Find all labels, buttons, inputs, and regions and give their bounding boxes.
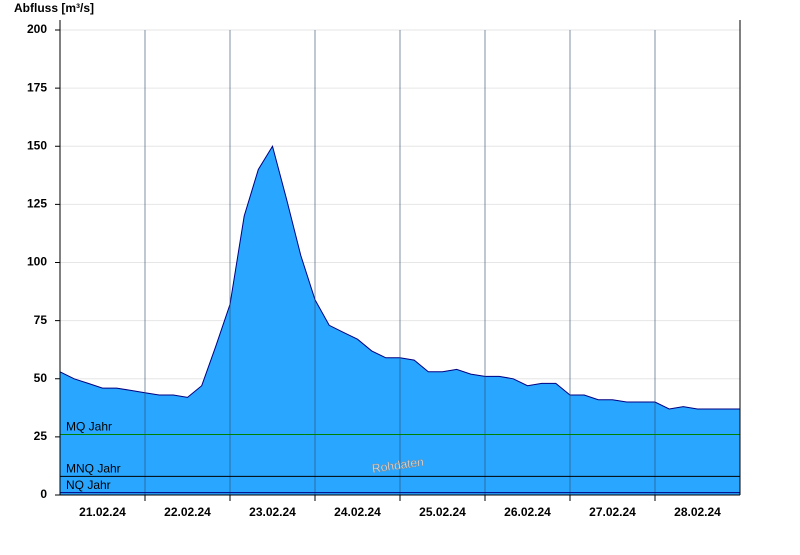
- y-tick-label: 75: [34, 313, 48, 327]
- x-tick-label: 22.02.24: [164, 505, 211, 519]
- y-tick-label: 150: [27, 138, 47, 152]
- x-tick-label: 23.02.24: [249, 505, 296, 519]
- x-tick-label: 26.02.24: [504, 505, 551, 519]
- y-tick-label: 25: [34, 429, 48, 443]
- y-tick-label: 200: [27, 22, 47, 36]
- y-tick-label: 0: [40, 487, 47, 501]
- y-tick-label: 125: [27, 197, 47, 211]
- y-axis-title: Abfluss [m³/s]: [14, 1, 94, 15]
- x-tick-label: 21.02.24: [79, 505, 126, 519]
- x-tick-label: 25.02.24: [419, 505, 466, 519]
- x-tick-label: 27.02.24: [589, 505, 636, 519]
- reference-label: MNQ Jahr: [66, 462, 121, 476]
- y-tick-label: 50: [34, 371, 48, 385]
- y-tick-label: 100: [27, 255, 47, 269]
- y-tick-label: 175: [27, 80, 47, 94]
- reference-label: NQ Jahr: [66, 478, 111, 492]
- reference-label: MQ Jahr: [66, 420, 112, 434]
- x-tick-label: 24.02.24: [334, 505, 381, 519]
- x-tick-label: 28.02.24: [674, 505, 721, 519]
